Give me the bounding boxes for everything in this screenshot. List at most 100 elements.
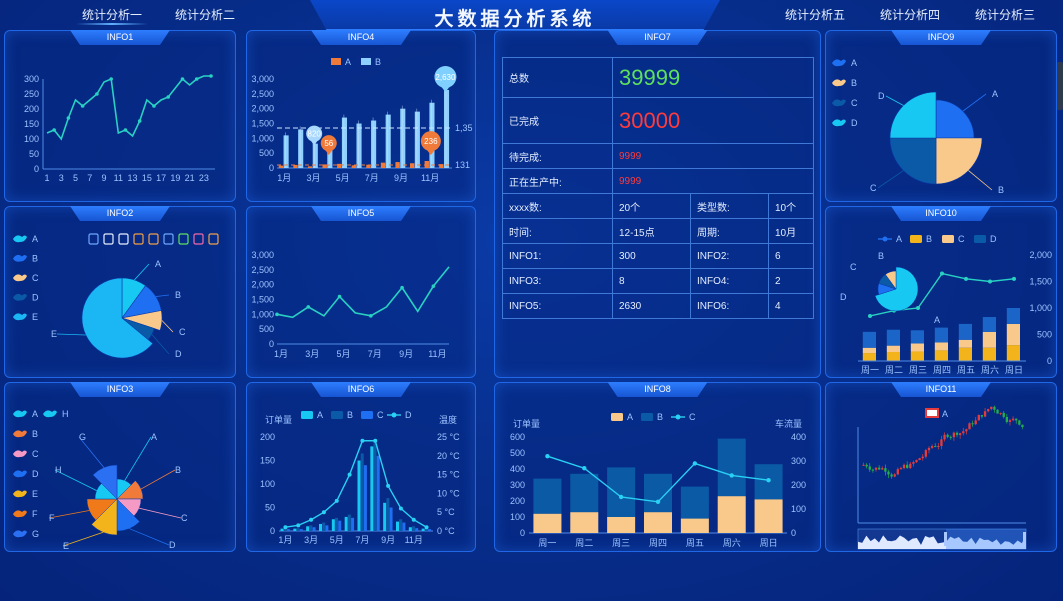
cell: 6 [768, 243, 814, 269]
legend-label: B [657, 412, 663, 422]
bar-a [337, 163, 342, 168]
x-tick-label: 周六 [981, 364, 999, 375]
rose-label: G [79, 432, 86, 442]
y-tick-label: 0 °C [437, 526, 455, 536]
candle-body [983, 411, 987, 417]
table-row: 时间: 12-15点 周期: 10月 [502, 218, 814, 244]
nav-tab-2[interactable]: 统计分析二 [175, 8, 236, 22]
stacked-bar [934, 342, 948, 351]
datazoom-selection[interactable] [946, 529, 1026, 549]
nav-tab-5[interactable]: 统计分析五 [785, 8, 846, 22]
nav-tab-3[interactable]: 统计分析三 [975, 8, 1036, 22]
legend-label: B [375, 57, 381, 67]
stacked-bar [862, 331, 876, 348]
legend-swatch [832, 79, 846, 87]
data-point [582, 466, 587, 471]
y-tick-label: 20 °C [437, 451, 460, 461]
panel-title-info4: INFO4 [311, 30, 411, 45]
panel-title-info7: INFO7 [607, 30, 708, 45]
save-icon [208, 233, 219, 245]
candle-body [987, 409, 990, 412]
legend-swatch [331, 58, 341, 65]
candle-body [881, 468, 884, 470]
stacked-bar-b [570, 473, 599, 513]
nav-tab-1[interactable]: 统计分析一 [75, 8, 149, 25]
pie-slice [935, 137, 983, 185]
y-tick-label: 50 [265, 503, 275, 513]
stacked-bar-b [533, 478, 562, 514]
info6-combo-chart: A B C D 订单量 温度 0 50 100 150 200 0 °C 5 °C 10 °C 15 °C 2… [260, 410, 460, 545]
stacked-bar [982, 317, 996, 332]
stacked-bar-a [570, 512, 599, 533]
legend-label: B [347, 410, 353, 420]
x-tick-label: 3月 [306, 173, 320, 183]
datazoom-handle-right[interactable] [1023, 532, 1026, 546]
table-row: 正在生产中: 9999 [502, 168, 814, 194]
mini-pie-label: C [850, 262, 857, 272]
cell: 2 [768, 268, 814, 294]
y-tick-label: 2,000 [1029, 250, 1052, 260]
x-tick-label: 11 [114, 173, 123, 183]
panel-info10: INFO10 A B C D 0 500 1,000 1,500 2,000 周一 周二 周三 周四 周五… [825, 206, 1057, 378]
table-row: INFO3: 8 INFO4: 2 [502, 268, 814, 294]
rose-leader [54, 469, 97, 491]
bar-a [410, 163, 415, 168]
y-tick-label: 100 [24, 134, 39, 144]
pie-label: D [878, 91, 885, 101]
info4-bar-chart: A B 0 500 1,000 1,500 2,000 2,500 3,000 1,35 131 2,… [251, 57, 472, 183]
data-point [166, 95, 171, 99]
candle-body [909, 463, 912, 468]
legend-swatch [832, 119, 846, 127]
side-scroll-handle[interactable] [1056, 62, 1063, 110]
data-point [52, 128, 56, 132]
y-tick-label: 300 [791, 456, 806, 466]
info11-candlestick-chart: A [857, 405, 1027, 550]
legend-label: A [896, 234, 902, 244]
table-row: xxxx数: 20个 类型数: 10个 [502, 193, 814, 219]
y-tick-label: 100 [791, 504, 806, 514]
candle-body [906, 464, 909, 468]
x-tick-label: 7 [87, 173, 92, 183]
legend-label: A [851, 58, 857, 68]
marker-pin-tip [309, 138, 319, 146]
bar-a [424, 160, 429, 168]
y-tick-label: 300 [510, 480, 525, 490]
bar [299, 529, 303, 531]
legend-label: B [926, 234, 932, 244]
info5-line-chart: 0 500 1,000 1,500 2,000 2,500 3,000 1月 3月 5月 7月 9月 1… [251, 250, 450, 359]
x-tick-label: 周四 [649, 538, 667, 548]
rose-leader [62, 531, 104, 547]
marker-pin-tip [323, 147, 334, 156]
candle-body [1011, 418, 1015, 421]
bar-a [293, 165, 298, 168]
nav-tab-4[interactable]: 统计分析四 [880, 8, 941, 22]
legend-label: A [317, 410, 323, 420]
title-plate [310, 0, 720, 30]
candle-body [912, 462, 915, 464]
data-point [109, 77, 113, 81]
cell: 周期: [690, 218, 769, 244]
panel-title-info8: INFO8 [607, 382, 708, 397]
datazoom-handle-left[interactable] [944, 532, 947, 546]
data-point [431, 284, 436, 288]
legend-label: C [851, 98, 858, 108]
x-tick-label: 周日 [760, 538, 778, 548]
stacked-bar [958, 339, 972, 348]
pie-leader [968, 170, 993, 191]
pie-label: D [175, 349, 182, 359]
legend-swatch [13, 450, 27, 458]
legend-label: A [627, 412, 633, 422]
bar [415, 528, 419, 531]
bar [283, 528, 287, 531]
cell: INFO4: [690, 268, 769, 294]
done-label: 已完成 [502, 97, 613, 144]
candle-body [965, 429, 968, 432]
legend-label: D [851, 118, 858, 128]
rose-label: A [151, 432, 157, 442]
legend-swatch [910, 235, 922, 243]
legend-label: D [32, 469, 39, 479]
cell: 300 [612, 243, 691, 269]
candle-body [924, 450, 928, 457]
